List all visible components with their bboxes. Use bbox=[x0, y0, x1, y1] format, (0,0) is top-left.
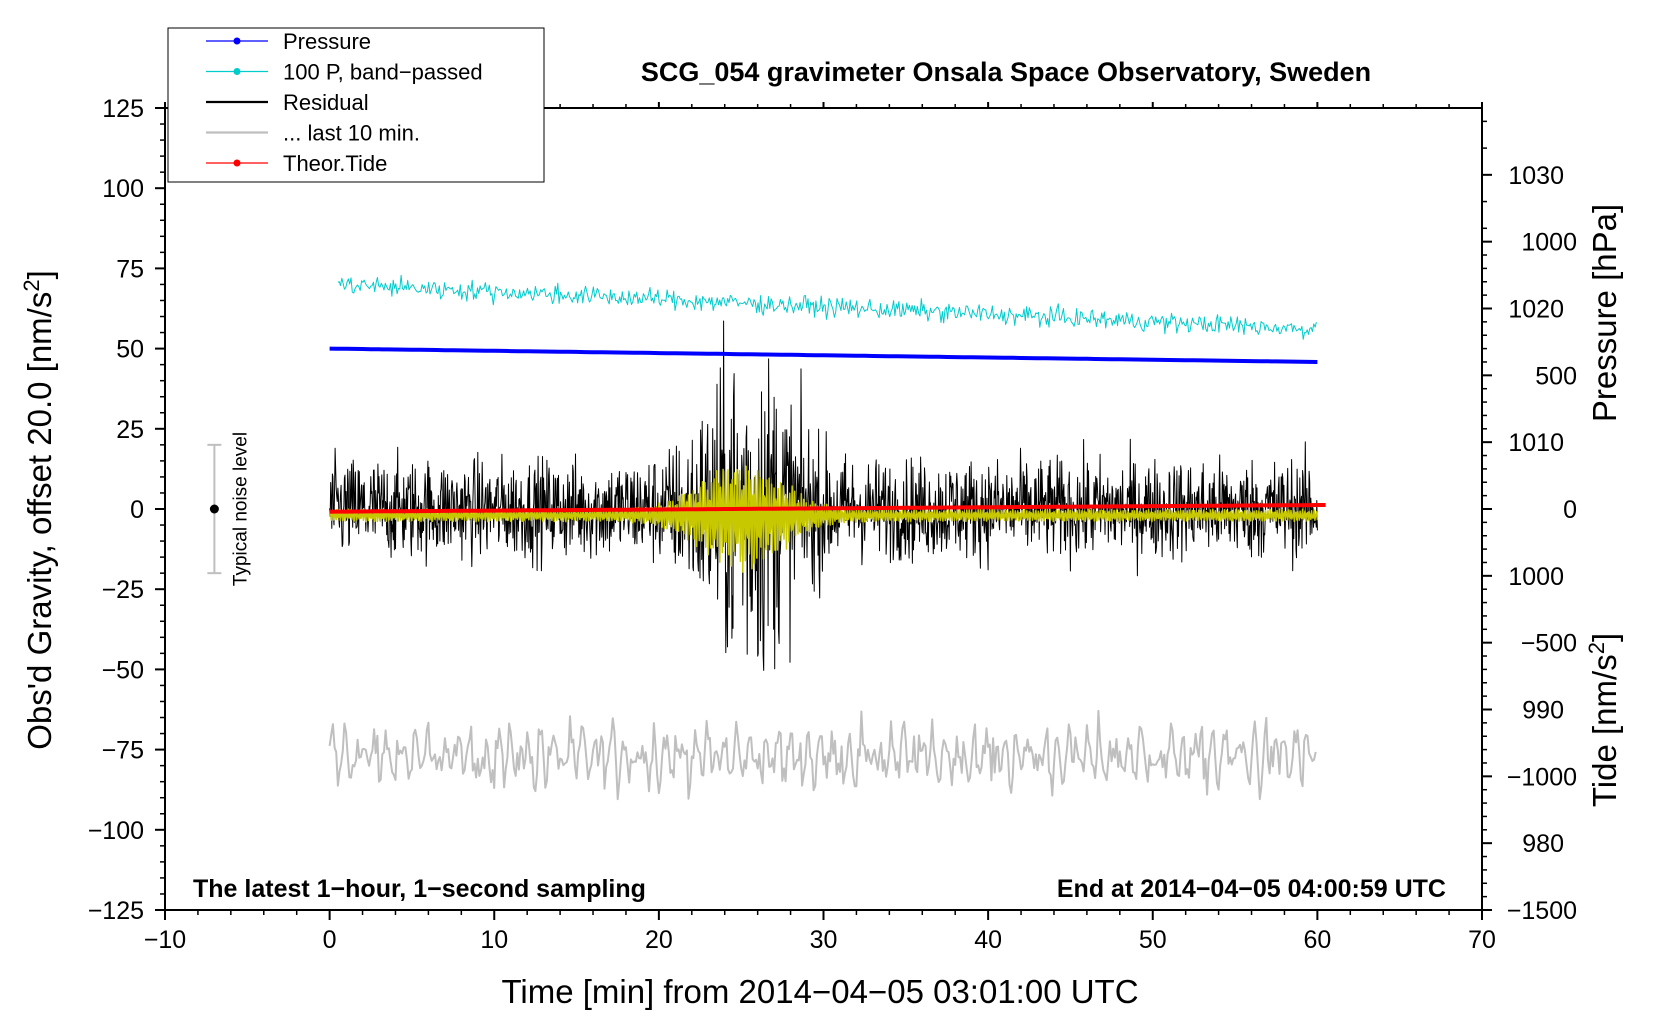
y-left-tick-label: −50 bbox=[102, 656, 144, 684]
y-left-tick-label: −100 bbox=[88, 817, 144, 845]
x-tick-label: 40 bbox=[974, 926, 1002, 954]
y-axis-right-tide: 1000 500 0 −500 −1000 −1500 bbox=[1482, 229, 1577, 925]
legend-label: Theor.Tide bbox=[283, 151, 387, 176]
x-tick-label: −10 bbox=[144, 926, 186, 954]
chart-title: SCG_054 gravimeter Onsala Space Observat… bbox=[641, 57, 1371, 87]
end-time-note: End at 2014−04−05 04:00:59 UTC bbox=[1057, 875, 1446, 903]
smoothed-residual-series-line bbox=[328, 465, 1319, 573]
y-axis-tide-title-main: Tide [nm/s bbox=[1586, 654, 1623, 807]
noise-level-indicator: Typical noise level bbox=[207, 432, 251, 586]
legend-label: ... last 10 min. bbox=[283, 121, 420, 146]
legend-label: Pressure bbox=[283, 29, 371, 54]
pressure-tick-label: 1020 bbox=[1508, 296, 1564, 324]
legend-entries: Pressure 100 P, band−passed Residual ... la… bbox=[206, 29, 483, 176]
sampling-note: The latest 1−hour, 1−second sampling bbox=[193, 875, 646, 903]
y-axis-right-pressure: 1030 1020 1010 1000 990 980 bbox=[1482, 120, 1564, 898]
x-tick-label: 60 bbox=[1303, 926, 1331, 954]
tide-tick-label: 0 bbox=[1563, 496, 1577, 524]
residual-series-line bbox=[329, 320, 1318, 671]
series-layer bbox=[328, 274, 1326, 801]
y-axis-left-title-main: Obs'd Gravity, offset 20.0 [nm/s bbox=[21, 292, 58, 750]
legend-entry: Residual bbox=[206, 90, 369, 115]
tide-tick-label: 500 bbox=[1535, 362, 1577, 390]
legend-entry: Theor.Tide bbox=[206, 151, 387, 176]
legend-entry: Pressure bbox=[206, 29, 371, 54]
x-axis-title: Time [min] from 2014−04−05 03:01:00 UTC bbox=[501, 973, 1138, 1010]
y-axis-left-title: Obs'd Gravity, offset 20.0 [nm/s2] bbox=[19, 270, 58, 750]
noise-bar-center-dot bbox=[209, 504, 219, 514]
pressure-series-line bbox=[329, 346, 1318, 364]
y-axis-left: 125 100 75 50 25 0 −25 −50 −75 −100 −125 bbox=[88, 95, 165, 925]
y-left-tick-label: −25 bbox=[102, 576, 144, 604]
tide-tick-label: −1500 bbox=[1507, 897, 1577, 925]
legend-entry: ... last 10 min. bbox=[206, 121, 420, 146]
last10-series-line bbox=[328, 709, 1317, 801]
legend-label: Residual bbox=[283, 90, 369, 115]
y-left-tick-label: 25 bbox=[116, 416, 144, 444]
pressure-tick-label: 990 bbox=[1522, 697, 1564, 725]
y-left-tick-label: 125 bbox=[102, 95, 144, 123]
legend-marker bbox=[233, 37, 241, 45]
legend: Pressure 100 P, band−passed Residual ... la… bbox=[167, 27, 545, 183]
y-axis-tide-title-end: ] bbox=[1586, 633, 1623, 642]
y-left-tick-label: −75 bbox=[102, 737, 144, 765]
x-tick-label: 20 bbox=[645, 926, 673, 954]
tide-tick-label: −1000 bbox=[1507, 763, 1577, 791]
tide-tick-label: 1000 bbox=[1521, 229, 1577, 257]
y-left-tick-label: 0 bbox=[130, 496, 144, 524]
bandpassed-pressure-series-line bbox=[337, 274, 1317, 340]
x-tick-label: 50 bbox=[1139, 926, 1167, 954]
legend-box bbox=[167, 27, 545, 183]
y-axis-pressure-title: Pressure [hPa] bbox=[1586, 204, 1623, 422]
pressure-tick-label: 1030 bbox=[1508, 162, 1564, 190]
y-left-tick-label: 100 bbox=[102, 175, 144, 203]
y-left-tick-label: 50 bbox=[116, 336, 144, 364]
y-left-tick-label: 75 bbox=[116, 255, 144, 283]
legend-marker bbox=[233, 68, 241, 75]
y-axis-left-title-sup: 2 bbox=[19, 279, 44, 291]
x-tick-label: 10 bbox=[480, 926, 508, 954]
y-axis-tide-title: Tide [nm/s2] bbox=[1584, 633, 1623, 807]
noise-level-label: Typical noise level bbox=[230, 432, 251, 586]
legend-label: 100 P, band−passed bbox=[283, 60, 483, 85]
pressure-tick-label: 1000 bbox=[1508, 563, 1564, 591]
y-axis-left-title-end: ] bbox=[21, 270, 58, 279]
legend-marker bbox=[233, 159, 241, 167]
tide-tick-label: −500 bbox=[1521, 630, 1577, 658]
pressure-tick-label: 1010 bbox=[1508, 429, 1564, 457]
theoretical-tide-series-line bbox=[329, 503, 1326, 514]
legend-entry: 100 P, band−passed bbox=[206, 60, 483, 85]
x-tick-label: 30 bbox=[810, 926, 838, 954]
y-left-tick-label: −125 bbox=[88, 897, 144, 925]
x-tick-label: 70 bbox=[1468, 926, 1496, 954]
pressure-tick-label: 980 bbox=[1522, 830, 1564, 858]
y-axis-tide-title-sup: 2 bbox=[1584, 642, 1609, 654]
x-tick-label: 0 bbox=[323, 926, 337, 954]
